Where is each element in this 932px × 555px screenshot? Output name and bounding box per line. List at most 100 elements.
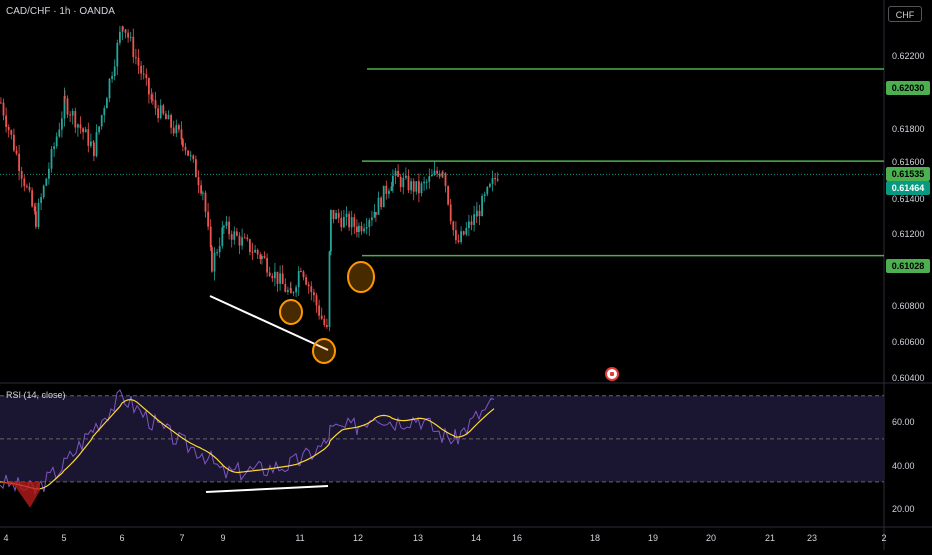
candle-body	[77, 124, 79, 128]
candle-body	[45, 178, 48, 186]
candle-body	[462, 231, 465, 235]
candle-body	[402, 177, 405, 188]
candle-body	[455, 230, 457, 241]
candle-body	[323, 318, 326, 326]
candle-body	[42, 185, 45, 198]
candle-body	[233, 231, 236, 240]
rsi-indicator-title[interactable]: RSI (14, close)	[6, 390, 66, 400]
candle-body	[256, 249, 259, 255]
candle-body	[373, 211, 376, 218]
candle-body	[64, 96, 66, 99]
candle-body	[392, 175, 394, 187]
candle-body	[230, 234, 233, 240]
candle-body	[307, 284, 310, 287]
date-tick: 9	[220, 533, 226, 543]
candle-body	[108, 78, 111, 99]
candle-body	[433, 170, 436, 175]
date-tick: 19	[647, 533, 659, 543]
date-tick: 4	[3, 533, 9, 543]
candle-body	[365, 227, 368, 229]
price-tick: 0.60800	[892, 301, 925, 311]
candle-body	[438, 173, 441, 177]
level-label-0.62030: 0.62030	[886, 81, 930, 95]
candle-body	[106, 98, 108, 109]
candle-body	[460, 231, 462, 243]
candle-body	[182, 139, 184, 147]
candle-body	[154, 100, 157, 109]
candle-body	[259, 254, 262, 260]
candle-body	[491, 178, 494, 184]
candle-body	[18, 153, 20, 172]
date-tick: 21	[764, 533, 776, 543]
candle-body	[7, 126, 10, 131]
candle-body	[66, 98, 69, 115]
candle-body	[263, 255, 266, 258]
candle-body	[98, 126, 100, 133]
highlight-circle	[279, 299, 303, 325]
date-tick: 5	[61, 533, 67, 543]
candle-body	[476, 210, 478, 217]
candle-body	[415, 181, 418, 192]
candle-body	[61, 118, 63, 130]
candle-body	[53, 146, 55, 150]
economic-event-flag-icon[interactable]	[605, 367, 619, 381]
candle-body	[428, 176, 431, 182]
rsi-tick: 20.00	[892, 504, 915, 514]
candle-body	[405, 175, 407, 178]
candle-body	[284, 284, 287, 292]
currency-selector[interactable]: CHF	[888, 6, 922, 22]
candle-body	[207, 211, 209, 227]
candle-body	[358, 225, 360, 232]
candle-body	[390, 186, 393, 191]
candle-body	[330, 209, 332, 252]
candle-body	[26, 186, 28, 188]
candle-body	[332, 209, 335, 220]
candle-body	[216, 252, 218, 254]
candle-body	[150, 94, 153, 100]
candle-body	[348, 213, 350, 228]
candle-body	[457, 240, 460, 243]
candle-body	[113, 66, 116, 77]
candle-body	[343, 216, 345, 228]
candle-body	[122, 26, 124, 30]
candle-body	[241, 237, 243, 246]
candle-body	[412, 181, 415, 192]
price-tick: 0.61600	[892, 157, 925, 167]
candle-body	[228, 221, 230, 235]
candle-body	[297, 271, 300, 288]
candle-body	[496, 179, 499, 181]
candle-body	[489, 183, 491, 187]
candle-body	[266, 257, 268, 273]
candle-body	[420, 183, 423, 194]
candle-body	[481, 196, 483, 216]
candle-body	[218, 246, 221, 253]
candle-body	[295, 287, 297, 293]
candle-body	[95, 132, 98, 157]
candle-body	[23, 178, 26, 187]
candle-body	[40, 197, 42, 203]
candle-body	[93, 142, 95, 157]
candle-body	[290, 288, 292, 294]
date-tick: 7	[179, 533, 185, 543]
candle-body	[442, 172, 444, 174]
candle-body	[157, 108, 159, 119]
candle-body	[79, 124, 82, 129]
candle-body	[356, 226, 358, 232]
date-tick: 20	[705, 533, 717, 543]
rsi-moving-average	[0, 399, 495, 490]
candle-body	[180, 129, 183, 140]
candle-body	[35, 211, 37, 227]
candle-body	[340, 217, 343, 228]
candle-body	[178, 125, 180, 130]
candle-body	[249, 239, 251, 253]
candle-body	[382, 185, 385, 208]
rsi-line	[0, 389, 495, 495]
candle-body	[20, 171, 23, 179]
candle-body	[129, 36, 132, 38]
candle-body	[195, 159, 197, 178]
candle-body	[452, 221, 455, 231]
candle-body	[375, 211, 377, 215]
date-tick: 16	[511, 533, 523, 543]
